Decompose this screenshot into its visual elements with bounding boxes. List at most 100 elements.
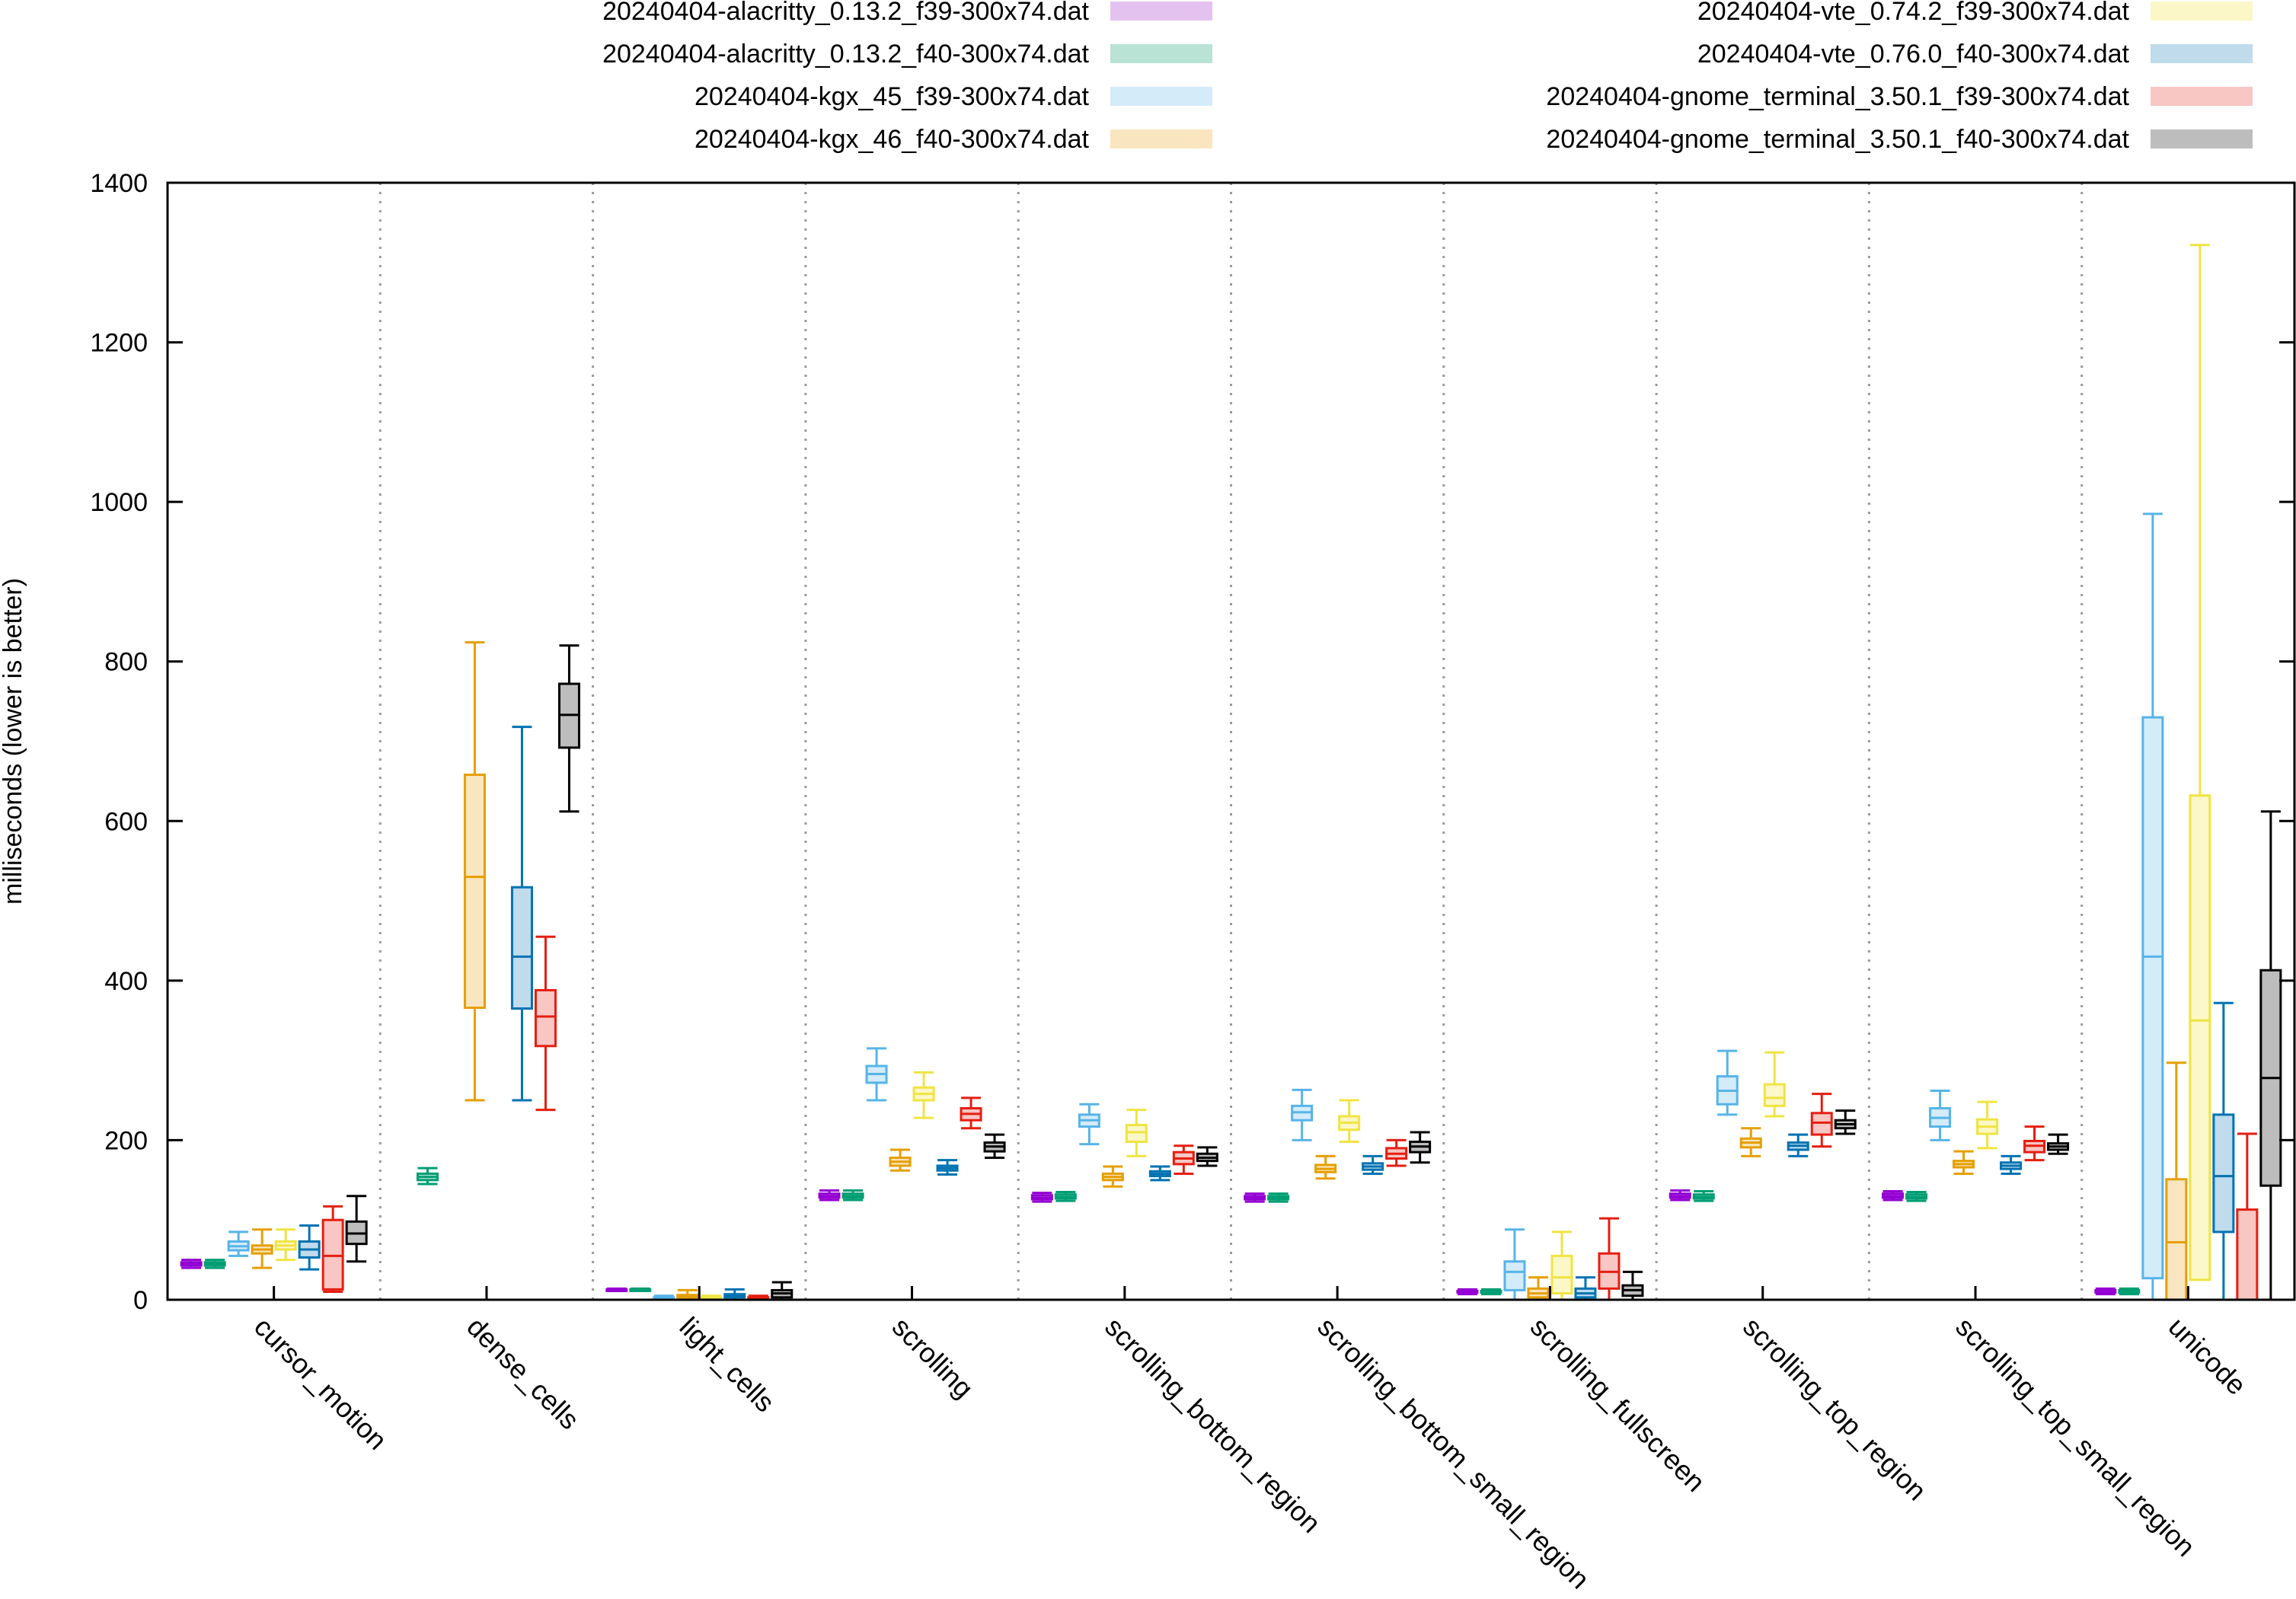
box [1905, 1191, 1928, 1202]
box [1574, 1276, 1597, 1301]
box [771, 1281, 794, 1301]
box [1976, 1100, 1999, 1150]
box [912, 1071, 935, 1119]
box [983, 1133, 1006, 1159]
box [534, 935, 557, 1112]
box [2141, 512, 2164, 1301]
box [1716, 1049, 1739, 1116]
box [1929, 1089, 1952, 1141]
box [1456, 1288, 1479, 1296]
box [723, 1288, 746, 1301]
y-axis: 0 200 400 600 800 1000 1200 1400 [90, 169, 2294, 1315]
box [1267, 1192, 1290, 1203]
y-tick-label: 1200 [90, 329, 148, 358]
legend-swatch [1110, 129, 1212, 148]
box [1385, 1138, 1408, 1167]
legend-swatch [2151, 44, 2253, 63]
legend-item: 20240404-alacritty_0.13.2_f39-300x74.dat [602, 0, 1212, 26]
box [1338, 1099, 1361, 1144]
box-iqr [2212, 1113, 2235, 1234]
x-axis: cursor_motion dense_cells light_cells scrol… [248, 1286, 2253, 1594]
box-iqr [1125, 1124, 1148, 1144]
x-tick-label: dense_cells [461, 1311, 585, 1435]
box [416, 1167, 439, 1186]
legend-swatch [2151, 87, 2253, 106]
y-tick-label: 0 [133, 1286, 148, 1315]
y-tick-label: 400 [104, 967, 148, 996]
box [1598, 1217, 1621, 1301]
box [2212, 1001, 2235, 1301]
box [1503, 1228, 1526, 1301]
legend-item: 20240404-vte_0.76.0_f40-300x74.dat [1697, 40, 2253, 69]
plot-frame [166, 181, 2296, 1301]
box [203, 1259, 226, 1269]
box-iqr [534, 988, 557, 1048]
box [1409, 1131, 1432, 1164]
legend-label: 20240404-alacritty_0.13.2_f40-300x74.dat [602, 40, 1089, 69]
box [2047, 1133, 2070, 1155]
box-iqr [321, 1218, 344, 1291]
box [1244, 1192, 1266, 1203]
legend-swatch [1110, 87, 1212, 106]
box [629, 1287, 652, 1292]
box [1054, 1191, 1077, 1202]
box [1078, 1103, 1100, 1146]
box [1030, 1192, 1053, 1203]
box [180, 1259, 203, 1269]
legend-item: 20240404-alacritty_0.13.2_f40-300x74.dat [602, 40, 1212, 69]
box [605, 1287, 628, 1292]
box [960, 1096, 982, 1130]
box [1692, 1189, 1715, 1202]
legend-label: 20240404-alacritty_0.13.2_f39-300x74.dat [602, 0, 1089, 26]
legend-label: 20240404-gnome_terminal_3.50.1_f40-300x7… [1546, 125, 2129, 154]
box-iqr [2236, 1208, 2259, 1301]
box [1953, 1150, 1975, 1175]
box [251, 1228, 273, 1269]
box [2000, 1154, 2023, 1175]
y-tick-label: 1000 [90, 488, 148, 517]
box [1527, 1276, 1550, 1301]
x-tick-label: scrolling_bottom_region [1099, 1311, 1327, 1539]
box [2236, 1132, 2259, 1301]
legend-item: 20240404-kgx_46_f40-300x74.dat [695, 125, 1212, 154]
legend-label: 20240404-vte_0.76.0_f40-300x74.dat [1697, 40, 2130, 69]
box [841, 1189, 864, 1202]
y-tick-label: 1400 [90, 169, 148, 198]
box [1669, 1189, 1691, 1202]
legend-item: 20240404-kgx_45_f39-300x74.dat [695, 82, 1212, 111]
box [1882, 1189, 1905, 1202]
category-separators [378, 183, 2084, 1300]
box [1550, 1230, 1573, 1301]
box [274, 1228, 297, 1262]
x-tick-label: light_cells [674, 1311, 781, 1419]
box [1172, 1144, 1195, 1175]
legend-swatch [1110, 2, 1212, 21]
y-axis-label: milliseconds (lower is better) [0, 578, 27, 905]
box [557, 644, 580, 813]
legend-swatch [2151, 129, 2253, 148]
box [1787, 1133, 1809, 1157]
box [1763, 1051, 1786, 1118]
box-iqr [1763, 1083, 1786, 1107]
box-iqr [1503, 1260, 1526, 1291]
box [2259, 810, 2282, 1301]
legend-swatch [1110, 44, 1212, 63]
y-tick-label: 600 [104, 807, 148, 836]
legend-label: 20240404-kgx_45_f39-300x74.dat [695, 82, 1090, 111]
box-iqr [510, 886, 533, 1010]
box-iqr [2165, 1178, 2188, 1301]
box [2023, 1125, 2046, 1162]
box [321, 1205, 344, 1294]
legend-item: 20240404-vte_0.74.2_f39-300x74.dat [1697, 0, 2253, 26]
box [818, 1189, 841, 1202]
legend-item: 20240404-gnome_terminal_3.50.1_f40-300x7… [1546, 125, 2253, 154]
box [1810, 1093, 1833, 1148]
box [1480, 1288, 1502, 1296]
legend-label: 20240404-gnome_terminal_3.50.1_f39-300x7… [1546, 82, 2129, 111]
box [1314, 1154, 1337, 1180]
box-iqr [463, 774, 486, 1009]
legend-item: 20240404-gnome_terminal_3.50.1_f39-300x7… [1546, 82, 2253, 111]
box [1196, 1146, 1218, 1167]
box [2189, 244, 2211, 1281]
